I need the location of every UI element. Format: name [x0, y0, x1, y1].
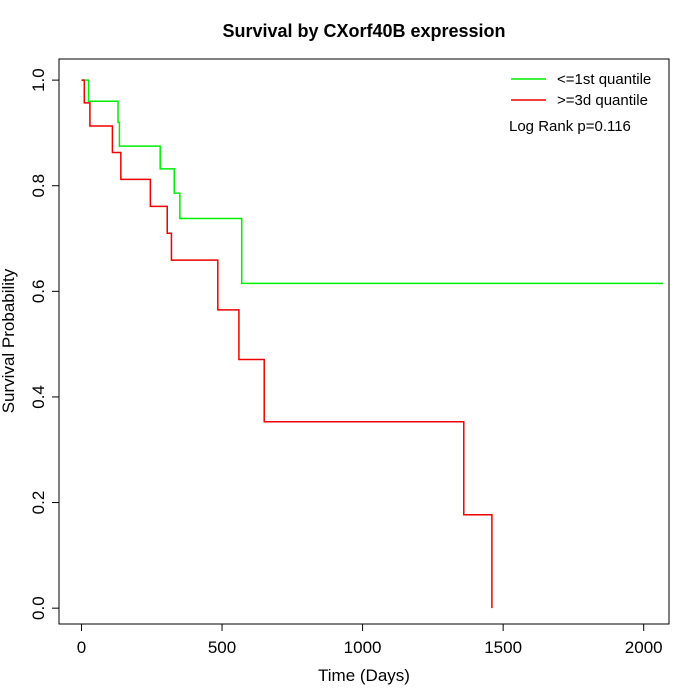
survival-curves	[81, 79, 664, 609]
survival-curve-high-quantile	[81, 79, 493, 609]
x-tick-label: 500	[208, 638, 236, 657]
x-tick-label: 0	[77, 638, 86, 657]
x-tick-label: 1000	[344, 638, 382, 657]
legend-label-low: <=1st quantile	[557, 71, 651, 88]
survival-curve-low-quantile	[81, 79, 664, 285]
chart-title: Survival by CXorf40B expression	[222, 21, 505, 41]
x-axis: 0 500 1000 1500 2000	[77, 623, 663, 657]
y-tick-label: 0.2	[29, 491, 48, 515]
log-rank-annotation: Log Rank p=0.116	[509, 118, 631, 135]
legend-label-high: >=3d quantile	[557, 92, 648, 109]
x-tick-label: 1500	[484, 638, 522, 657]
y-tick-label: 0.6	[29, 280, 48, 304]
y-tick-label: 1.0	[29, 68, 48, 92]
x-tick-label: 2000	[625, 638, 663, 657]
y-tick-label: 0.0	[29, 596, 48, 620]
legend: <=1st quantile >=3d quantile	[511, 71, 651, 109]
y-axis-label: Survival Probability	[0, 268, 18, 413]
x-axis-label: Time (Days)	[318, 666, 410, 685]
y-axis: 0.0 0.2 0.4 0.6 0.8 1.0	[29, 68, 60, 620]
y-tick-label: 0.4	[29, 385, 48, 409]
y-tick-label: 0.8	[29, 174, 48, 198]
